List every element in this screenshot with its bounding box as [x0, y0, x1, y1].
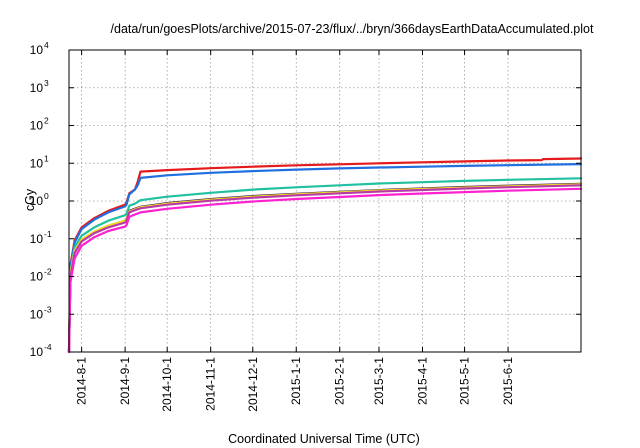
- x-tick-label: 2014-12-1: [246, 357, 260, 412]
- y-tick-label-base: 10: [30, 345, 44, 359]
- y-tick-label-exponent: 0: [44, 191, 49, 201]
- x-tick-label: 2015-6-1: [501, 357, 515, 405]
- y-tick-label-base: 10: [30, 270, 44, 284]
- plot-area: [67, 157, 583, 354]
- x-tick-label: 2015-2-1: [333, 357, 347, 405]
- x-tick-label: 2015-1-1: [289, 357, 303, 405]
- x-tick-label: 2015-5-1: [458, 357, 472, 405]
- y-tick-label-base: 10: [30, 232, 44, 246]
- series-line: [67, 183, 583, 354]
- series-line: [67, 182, 583, 354]
- grid: [69, 50, 581, 352]
- series-line: [67, 157, 583, 354]
- y-tick-label-base: 10: [30, 194, 44, 208]
- y-tick-label-exponent: 2: [44, 116, 49, 126]
- x-axis-label: Coordinated Universal Time (UTC): [228, 432, 420, 446]
- chart-title: /data/run/goesPlots/archive/2015-07-23/f…: [111, 22, 594, 36]
- plot-frame: [68, 49, 582, 353]
- y-tick-label-exponent: -3: [44, 304, 52, 314]
- y-axis-label: cGy: [23, 188, 37, 211]
- x-tick-label: 2014-9-1: [118, 357, 132, 405]
- series-line: [67, 163, 583, 354]
- y-tick-label-base: 10: [30, 43, 44, 57]
- y-tick-label-exponent: -1: [44, 229, 52, 239]
- y-tick-label-base: 10: [30, 119, 44, 133]
- y-tick-label-base: 10: [30, 156, 44, 170]
- series-line: [67, 184, 583, 354]
- y-tick-label-exponent: -4: [44, 342, 52, 352]
- y-tick-label-base: 10: [30, 307, 44, 321]
- y-tick-label-exponent: 1: [44, 153, 49, 163]
- x-tick-label: 2014-10-1: [160, 357, 174, 412]
- y-tick-label-base: 10: [30, 81, 44, 95]
- y-tick-label-exponent: -2: [44, 267, 52, 277]
- x-tick-label: 2014-8-1: [75, 357, 89, 405]
- x-tick-label: 2014-11-1: [204, 357, 218, 411]
- x-tick-label: 2015-4-1: [415, 357, 429, 405]
- y-tick-label-exponent: 4: [44, 40, 49, 50]
- series-line: [67, 187, 583, 354]
- x-tick-label: 2015-3-1: [372, 357, 386, 405]
- y-tick-label-exponent: 3: [44, 78, 49, 88]
- series-line: [67, 177, 583, 354]
